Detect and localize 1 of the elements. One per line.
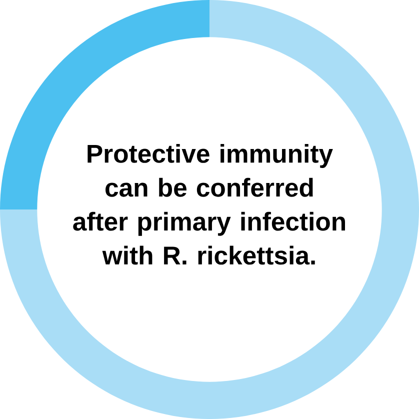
- text: Protective immunity can be conferred after primary infection with R. rickettsia.: [73, 144, 345, 265]
